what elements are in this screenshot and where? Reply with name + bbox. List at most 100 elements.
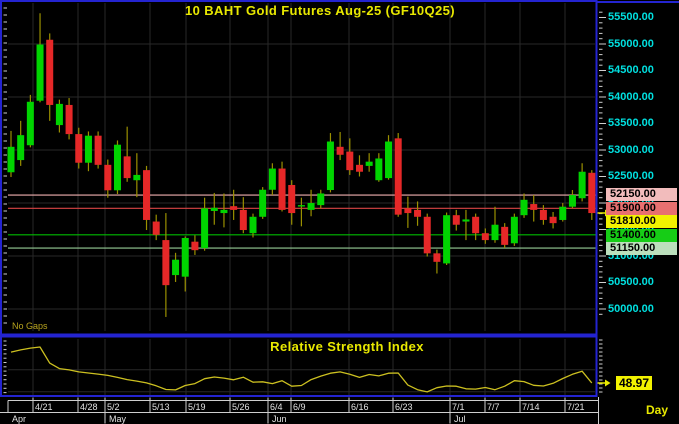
candle-up [491, 224, 499, 241]
candle-up [297, 205, 305, 207]
candle-up [249, 216, 257, 234]
candle-up [17, 135, 25, 161]
candle-down [423, 216, 431, 254]
rsi-value-arrow-icon [605, 379, 611, 387]
pane-borders [0, 0, 679, 397]
candle-up [568, 195, 576, 207]
candle-up [520, 199, 528, 216]
price-level-tag: 51400.00 [606, 228, 677, 242]
candle-down [530, 204, 538, 210]
candle-down [549, 216, 557, 224]
candle-up [36, 44, 44, 101]
date-axis-week-label: 4/21 [35, 402, 53, 412]
date-axis-week-label: 5/2 [107, 402, 120, 412]
candles-layer [7, 13, 596, 317]
price-level-tag: 51900.00 [606, 201, 677, 215]
candle-up [181, 237, 189, 277]
date-axis-month-label: Jun [272, 414, 287, 424]
date-axis-week-label: 7/21 [567, 402, 585, 412]
price-axis-tick-label: 55000.00 [608, 37, 654, 50]
candle-down [278, 168, 286, 210]
candle-down [94, 135, 102, 165]
candle-down [539, 209, 547, 220]
price-axis-tick-label: 55500.00 [608, 11, 654, 23]
price-level-tag: 51150.00 [606, 242, 677, 256]
candle-down [162, 240, 170, 286]
candle-down [472, 216, 480, 234]
price-pane-border [0, 0, 598, 336]
interval-button[interactable]: Day [600, 398, 679, 424]
price-axis-tick-label: 53000.00 [608, 143, 654, 156]
candle-down [123, 156, 131, 179]
date-axis-lines [0, 397, 599, 424]
candle-up [133, 174, 141, 181]
candle-down [355, 164, 363, 172]
candle-up [220, 209, 228, 214]
date-axis-week-label: 6/23 [395, 402, 413, 412]
candle-up [578, 171, 586, 199]
candle-down [433, 253, 441, 262]
candle-down [394, 138, 402, 215]
price-axis-tick-label: 52500.00 [608, 170, 654, 182]
candle-down [152, 221, 160, 235]
price-axis-tick-label: 50000.00 [608, 302, 654, 315]
price-axis-tick-label: 50500.00 [608, 276, 654, 288]
interval-label: Day [645, 403, 668, 417]
candle-up [317, 193, 325, 206]
candle-down [452, 215, 460, 225]
rsi-pane-border [0, 335, 598, 397]
date-axis-week-label: 7/7 [487, 402, 500, 412]
candle-up [268, 168, 276, 190]
candle-up [55, 103, 63, 126]
candle-down [336, 146, 344, 155]
candle-up [559, 206, 567, 220]
candle-up [365, 161, 373, 166]
price-axis-tick-label: 53500.00 [608, 117, 654, 129]
axis-ticks-layer [3, 7, 606, 394]
candle-up [201, 208, 209, 249]
candle-up [210, 207, 218, 211]
date-axis-month-label: Jul [454, 414, 466, 424]
candle-up [26, 101, 34, 146]
date-axis-month-label: Apr [12, 414, 27, 424]
chart-title: 10 BAHT Gold Futures Aug-25 (GF10Q25) [184, 3, 456, 18]
rsi-title: Relative Strength Index [270, 339, 424, 354]
date-axis-week-label: 5/26 [232, 402, 250, 412]
candle-down [346, 151, 354, 171]
candle-down [104, 164, 112, 191]
candle-up [443, 215, 451, 264]
candle-down [481, 233, 489, 241]
rsi-value-tag: 48.97 [616, 376, 653, 390]
date-axis-week-label: 6/16 [351, 402, 369, 412]
candle-down [404, 208, 412, 214]
price-level-tag: 52150.00 [606, 188, 677, 202]
rsi-line-layer [10, 346, 593, 393]
candle-down [588, 172, 596, 214]
candle-down [143, 170, 151, 220]
date-axis-week-label: 6/4 [270, 402, 283, 412]
candle-down [191, 241, 199, 251]
candle-down [414, 209, 422, 217]
current-price-tag: 51810.00 [606, 215, 677, 229]
candle-down [230, 206, 238, 210]
candle-up [385, 141, 393, 179]
candle-down [239, 209, 247, 231]
no-gaps-label: No Gaps [12, 321, 48, 331]
date-axis-week-label: 5/19 [188, 402, 206, 412]
date-axis-week-label: 4/28 [80, 402, 98, 412]
candle-up [462, 219, 470, 222]
date-axis-week-label: 7/14 [522, 402, 540, 412]
date-axis-week-label: 6/9 [293, 402, 306, 412]
candle-down [46, 39, 54, 105]
candle-up [307, 203, 315, 210]
price-axis-tick-label: 54500.00 [608, 64, 654, 76]
candle-up [7, 146, 15, 173]
rsi-line [10, 346, 593, 393]
date-axis-week-label: 5/13 [152, 402, 170, 412]
candle-up [172, 259, 180, 276]
candle-up [375, 158, 383, 181]
date-axis-month-label: May [109, 414, 127, 424]
candle-up [113, 144, 121, 191]
candle-down [75, 134, 83, 163]
